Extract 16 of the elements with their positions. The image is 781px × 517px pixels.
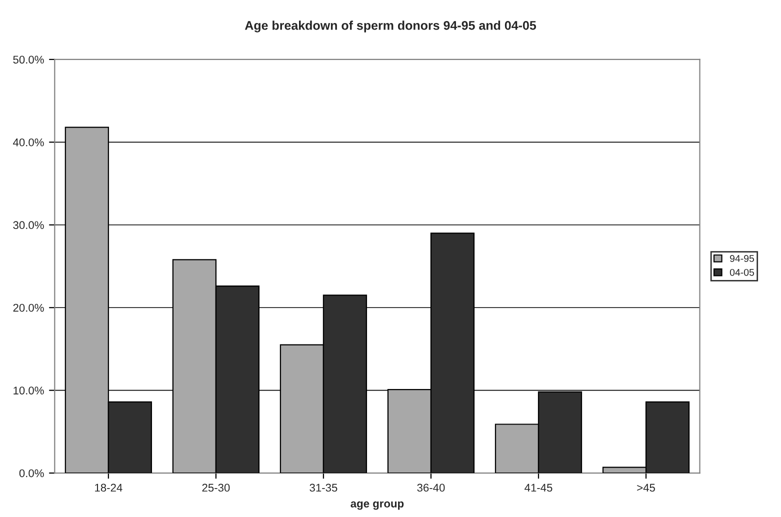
y-tick-label: 10.0% bbox=[14, 386, 44, 394]
legend-label: 94-95 bbox=[730, 255, 754, 262]
x-tick-label: 31-35 bbox=[310, 484, 338, 492]
x-tick-label: 25-30 bbox=[202, 484, 230, 492]
y-tick-label: 50.0% bbox=[13, 56, 44, 64]
x-tick-label: 36-40 bbox=[417, 484, 445, 492]
y-tick-label: 40.0% bbox=[13, 138, 44, 146]
y-tick-label: 20.0% bbox=[13, 304, 44, 312]
chart-title: Age breakdown of sperm donors 94-95 and 04-05 bbox=[244, 20, 536, 32]
legend-label: 04-05 bbox=[730, 268, 754, 276]
x-tick-label: >45 bbox=[637, 484, 655, 492]
x-axis-title: age group bbox=[350, 501, 404, 510]
x-tick-label: 41-45 bbox=[524, 484, 552, 492]
y-tick-label: 0.0% bbox=[19, 469, 44, 478]
x-tick-label: 18-24 bbox=[95, 484, 122, 492]
y-tick-label: 30.0% bbox=[13, 221, 44, 230]
